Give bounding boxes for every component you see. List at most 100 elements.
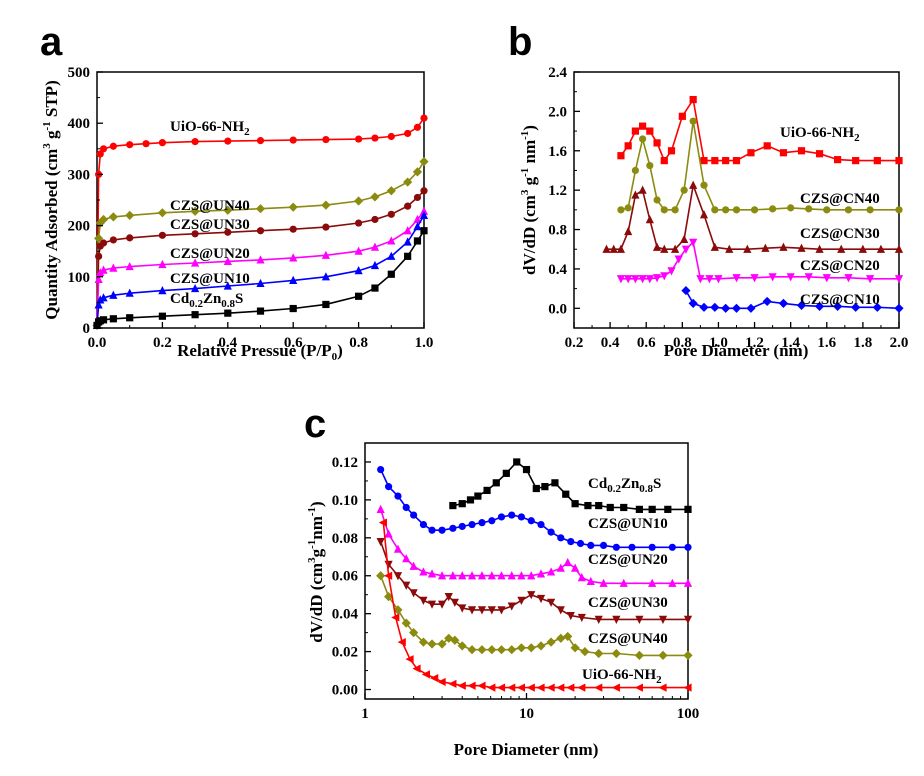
data-point-b-0 bbox=[711, 157, 719, 165]
panel-b: Pore Diameter (nm) dV/dD (cm3 g-1 nm-1) … bbox=[519, 65, 908, 360]
y-tick-label-c: 0.12 bbox=[332, 455, 358, 471]
y-tick-label-c: 0.00 bbox=[332, 683, 358, 699]
data-point-b-3 bbox=[652, 274, 662, 283]
data-point-c-1 bbox=[599, 541, 608, 550]
series-b-1 bbox=[617, 117, 903, 214]
data-point-c-2 bbox=[384, 529, 393, 538]
x-tick-label-b: 1.4 bbox=[781, 335, 800, 351]
data-point-a-4 bbox=[109, 290, 118, 299]
data-point-a-3 bbox=[191, 258, 200, 267]
data-point-b-1 bbox=[844, 206, 853, 214]
data-point-c-5 bbox=[634, 683, 643, 692]
data-point-c-0 bbox=[466, 496, 475, 504]
data-point-a-2 bbox=[322, 223, 330, 231]
data-point-c-1 bbox=[567, 538, 575, 546]
data-point-a-5 bbox=[404, 252, 412, 260]
data-point-a-2 bbox=[158, 231, 166, 239]
data-point-c-4 bbox=[611, 648, 621, 659]
data-point-c-1 bbox=[410, 511, 418, 519]
data-point-a-3 bbox=[321, 250, 330, 259]
series-c-0 bbox=[449, 458, 692, 513]
data-point-a-3 bbox=[256, 255, 265, 264]
data-point-b-1 bbox=[646, 161, 654, 170]
series-label-c-un40: CZS@UN40 bbox=[588, 631, 668, 647]
y-tick-label-a: 200 bbox=[68, 219, 91, 235]
data-point-c-3 bbox=[566, 611, 575, 621]
series-label-c-un20: CZS@UN20 bbox=[588, 552, 668, 568]
data-point-c-4 bbox=[496, 645, 507, 655]
data-point-a-1 bbox=[223, 205, 233, 215]
y-tick-label-c: 0.04 bbox=[332, 607, 359, 623]
data-point-a-3 bbox=[94, 274, 103, 283]
data-point-a-3 bbox=[109, 263, 118, 272]
data-point-a-1 bbox=[321, 200, 331, 210]
data-point-b-0 bbox=[631, 127, 639, 135]
data-point-a-3 bbox=[403, 226, 412, 235]
data-point-c-4 bbox=[563, 631, 573, 642]
data-point-b-3 bbox=[660, 272, 669, 281]
series-line-c-5 bbox=[382, 522, 688, 689]
data-point-b-2 bbox=[689, 180, 698, 189]
data-point-c-1 bbox=[537, 520, 545, 529]
data-point-c-2 bbox=[683, 578, 693, 587]
data-point-b-4 bbox=[762, 296, 772, 307]
data-point-b-2 bbox=[652, 242, 662, 251]
panel-label-a: a bbox=[40, 20, 63, 64]
data-point-c-4 bbox=[477, 645, 487, 655]
data-point-b-3 bbox=[624, 275, 633, 284]
data-point-c-0 bbox=[664, 505, 672, 513]
data-point-a-5 bbox=[355, 292, 363, 300]
data-point-c-0 bbox=[620, 503, 628, 512]
data-point-c-4 bbox=[383, 592, 394, 602]
data-point-b-2 bbox=[815, 244, 824, 253]
data-point-a-4 bbox=[223, 281, 232, 290]
data-point-c-1 bbox=[628, 543, 636, 551]
data-point-b-3 bbox=[638, 275, 647, 284]
x-tick-label-b: 1.8 bbox=[854, 335, 873, 351]
data-point-c-5 bbox=[391, 613, 400, 622]
series-label-a-un20: CZS@UN20 bbox=[170, 246, 250, 262]
data-point-a-0 bbox=[96, 150, 104, 158]
data-point-a-4 bbox=[158, 286, 167, 295]
data-point-c-4 bbox=[418, 637, 429, 647]
data-point-c-1 bbox=[394, 492, 402, 500]
data-point-c-3 bbox=[507, 602, 516, 611]
data-point-c-2 bbox=[507, 571, 516, 580]
x-axis-label-c: Pore Diameter (nm) bbox=[454, 740, 599, 759]
series-label-b-uio: UiO-66-NH2 bbox=[780, 125, 860, 144]
data-point-a-0 bbox=[420, 114, 428, 122]
data-point-c-5 bbox=[397, 638, 406, 647]
data-point-a-1 bbox=[386, 186, 396, 196]
data-point-c-5 bbox=[658, 683, 667, 692]
data-point-a-2 bbox=[289, 225, 297, 233]
data-point-b-0 bbox=[700, 157, 708, 165]
data-point-b-1 bbox=[732, 206, 741, 214]
data-point-b-1 bbox=[750, 206, 759, 214]
data-point-c-5 bbox=[611, 683, 620, 692]
data-point-a-4 bbox=[94, 300, 103, 309]
data-point-c-5 bbox=[421, 670, 431, 679]
data-point-b-1 bbox=[631, 166, 639, 175]
data-point-b-2 bbox=[671, 244, 680, 253]
data-point-c-1 bbox=[377, 465, 385, 474]
data-point-c-4 bbox=[444, 633, 454, 643]
data-point-b-3 bbox=[714, 275, 723, 284]
data-point-c-4 bbox=[409, 628, 419, 638]
data-point-a-0 bbox=[371, 134, 379, 142]
y-tick-label-a: 500 bbox=[68, 65, 91, 81]
data-point-b-0 bbox=[646, 127, 654, 135]
data-point-b-1 bbox=[787, 204, 795, 212]
series-line-b-2 bbox=[606, 182, 899, 250]
data-point-c-1 bbox=[547, 528, 555, 536]
data-point-b-2 bbox=[797, 243, 806, 252]
data-point-c-3 bbox=[683, 615, 693, 624]
data-point-c-3 bbox=[594, 615, 603, 624]
data-point-c-5 bbox=[412, 664, 421, 673]
x-tick-label-a: 0.8 bbox=[349, 335, 368, 351]
data-point-a-0 bbox=[191, 138, 199, 146]
x-axis-label-a: Relative Pressue (P/P0) bbox=[177, 341, 343, 363]
data-point-c-3 bbox=[497, 606, 506, 615]
data-point-c-5 bbox=[383, 571, 393, 580]
data-point-c-3 bbox=[409, 589, 418, 598]
data-point-c-5 bbox=[556, 683, 565, 692]
